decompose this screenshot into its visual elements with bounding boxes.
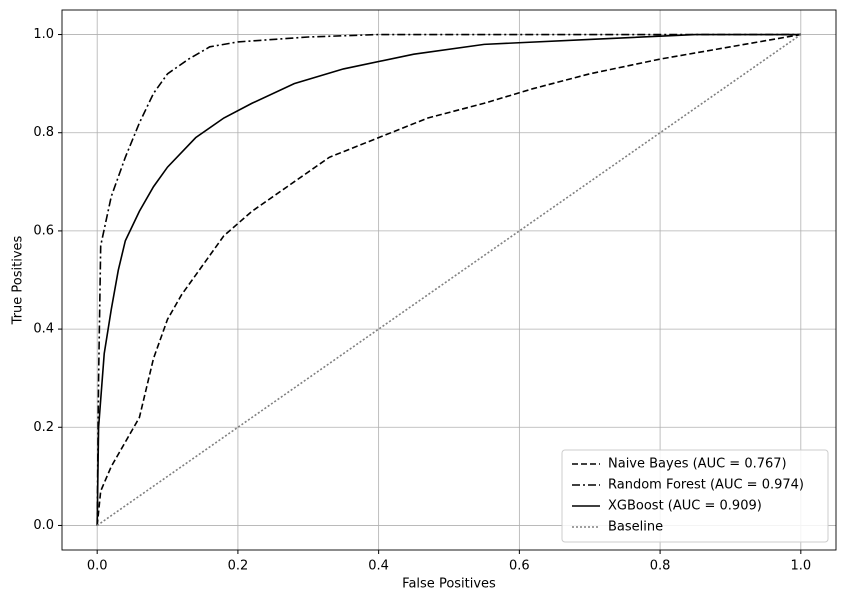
x-tick-label: 1.0 xyxy=(790,559,811,574)
x-tick-label: 0.8 xyxy=(650,559,671,574)
y-tick-label: 0.0 xyxy=(33,518,54,533)
legend-label: XGBoost (AUC = 0.909) xyxy=(608,499,762,514)
legend-label: Baseline xyxy=(608,520,663,535)
y-tick-label: 0.2 xyxy=(33,420,54,435)
roc-line xyxy=(96,33,801,526)
roc-line xyxy=(96,33,801,526)
x-tick-label: 0.0 xyxy=(87,559,108,574)
y-axis-label: True Positives xyxy=(11,235,26,325)
y-tick-label: 0.8 xyxy=(33,125,54,140)
x-axis-label: False Positives xyxy=(402,577,496,592)
x-tick-label: 0.2 xyxy=(228,559,249,574)
x-tick-label: 0.4 xyxy=(368,559,389,574)
y-tick-label: 1.0 xyxy=(33,27,54,42)
y-tick-label: 0.4 xyxy=(33,322,54,337)
legend-label: Naive Bayes (AUC = 0.767) xyxy=(608,457,787,472)
roc-line xyxy=(96,33,802,527)
roc-line xyxy=(96,33,801,526)
legend-box xyxy=(561,449,829,543)
plot-frame xyxy=(61,9,837,551)
legend-label: Random Forest (AUC = 0.974) xyxy=(608,478,804,493)
x-tick-label: 0.6 xyxy=(509,559,530,574)
y-tick-label: 0.6 xyxy=(33,223,54,238)
